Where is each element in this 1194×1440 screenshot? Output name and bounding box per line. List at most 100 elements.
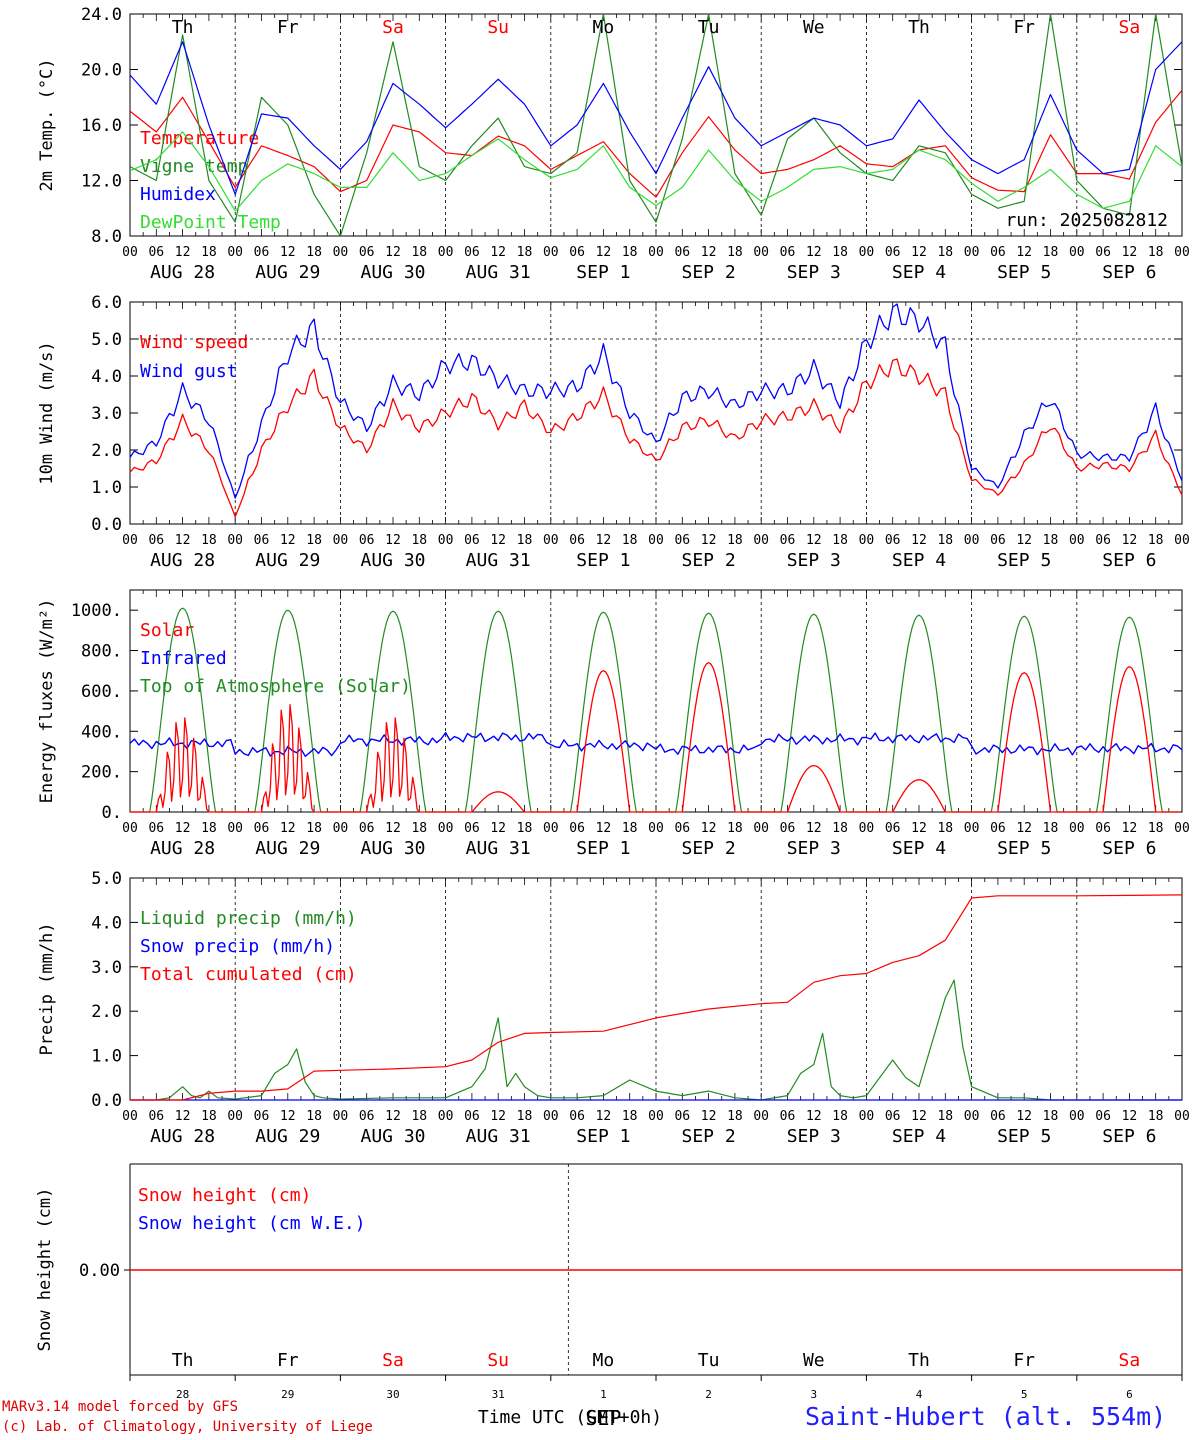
date-label: SEP 2 xyxy=(682,262,736,283)
hour-tick-label: 18 xyxy=(622,533,638,548)
date-label: SEP 3 xyxy=(787,550,841,571)
y-axis-label: 2m Temp. (°C) xyxy=(37,58,57,191)
weekday-label: We xyxy=(803,1350,825,1371)
hour-tick-label: 18 xyxy=(201,1109,217,1124)
hour-tick-label: 06 xyxy=(569,245,585,260)
series-line xyxy=(130,131,1182,212)
hour-tick-label: 00 xyxy=(122,821,138,836)
hour-tick-label: 00 xyxy=(1174,1109,1190,1124)
hour-tick-label: 06 xyxy=(780,1109,796,1124)
hour-tick-label: 00 xyxy=(227,245,243,260)
day-number: 29 xyxy=(281,1388,294,1401)
date-label: AUG 31 xyxy=(466,838,531,859)
weekday-label: Su xyxy=(487,1350,509,1371)
hour-tick-label: 18 xyxy=(832,533,848,548)
hour-tick-label: 12 xyxy=(1016,1109,1032,1124)
y-axis-label: 10m Wind (m/s) xyxy=(37,341,57,484)
run-annotation: run: 2025082812 xyxy=(1005,210,1168,231)
hour-tick-label: 06 xyxy=(674,533,690,548)
hour-tick-label: 12 xyxy=(596,1109,612,1124)
weekday-label: Fr xyxy=(277,1350,299,1371)
date-label: SEP 4 xyxy=(892,1126,946,1147)
date-label: SEP 3 xyxy=(787,838,841,859)
hour-tick-label: 18 xyxy=(411,821,427,836)
hour-tick-label: 06 xyxy=(464,245,480,260)
y-tick-label: 1.0 xyxy=(91,1047,122,1067)
hour-tick-label: 12 xyxy=(701,245,717,260)
hour-tick-label: 18 xyxy=(1148,533,1164,548)
hour-tick-label: 12 xyxy=(175,245,191,260)
weekday-label: Th xyxy=(908,1350,930,1371)
hour-tick-label: 12 xyxy=(385,533,401,548)
hour-tick-label: 12 xyxy=(490,533,506,548)
hour-tick-label: 00 xyxy=(227,533,243,548)
hour-tick-label: 00 xyxy=(333,245,349,260)
hour-tick-label: 00 xyxy=(964,821,980,836)
panel-flux: 0. 200. 400. 600. 800. 1000. Energy fluxes (W/… xyxy=(37,589,1190,859)
hour-tick-label: 06 xyxy=(780,245,796,260)
date-label: SEP 5 xyxy=(997,550,1051,571)
legend-entry: Liquid precip (mm/h) xyxy=(140,908,357,929)
hour-tick-label: 18 xyxy=(411,245,427,260)
hour-tick-label: 12 xyxy=(1122,245,1138,260)
panel-precip: 0.0 1.0 2.0 3.0 4.0 5.0 Precip (mm/h) 00 06 12 18 A… xyxy=(37,869,1190,1147)
hour-tick-label: 06 xyxy=(674,1109,690,1124)
hour-tick-label: 06 xyxy=(359,1109,375,1124)
hour-tick-label: 18 xyxy=(411,533,427,548)
hour-tick-label: 12 xyxy=(911,1109,927,1124)
date-label: SEP 1 xyxy=(576,1126,630,1147)
y-tick-label: 0. xyxy=(102,803,122,823)
series-line xyxy=(130,662,1180,813)
date-label: AUG 28 xyxy=(150,1126,215,1147)
hour-tick-label: 06 xyxy=(569,1109,585,1124)
hour-tick-label: 12 xyxy=(911,245,927,260)
hour-tick-label: 06 xyxy=(464,821,480,836)
hour-tick-label: 00 xyxy=(648,533,664,548)
hour-tick-label: 12 xyxy=(806,533,822,548)
hour-tick-label: 00 xyxy=(543,533,559,548)
hour-tick-label: 12 xyxy=(280,245,296,260)
date-label: SEP 1 xyxy=(576,262,630,283)
date-label: AUG 30 xyxy=(360,550,425,571)
hour-tick-label: 06 xyxy=(990,1109,1006,1124)
hour-tick-label: 06 xyxy=(464,533,480,548)
hour-tick-label: 18 xyxy=(622,1109,638,1124)
hour-tick-label: 06 xyxy=(885,533,901,548)
weekday-label: Tu xyxy=(698,17,720,38)
hour-tick-label: 06 xyxy=(148,245,164,260)
hour-tick-label: 00 xyxy=(438,245,454,260)
hour-tick-label: 18 xyxy=(832,821,848,836)
hour-tick-label: 18 xyxy=(201,533,217,548)
hour-tick-label: 06 xyxy=(780,821,796,836)
hour-tick-label: 06 xyxy=(990,821,1006,836)
date-label: SEP 4 xyxy=(892,262,946,283)
hour-tick-label: 18 xyxy=(306,245,322,260)
hour-tick-label: 00 xyxy=(964,533,980,548)
hour-tick-label: 00 xyxy=(859,1109,875,1124)
hour-tick-label: 06 xyxy=(148,821,164,836)
series-line xyxy=(130,14,1182,236)
hour-tick-label: 12 xyxy=(596,533,612,548)
hour-tick-label: 12 xyxy=(1016,245,1032,260)
date-label: AUG 30 xyxy=(360,1126,425,1147)
date-label: AUG 30 xyxy=(360,838,425,859)
y-tick-label: 2.0 xyxy=(91,441,122,461)
legend-entry: Infrared xyxy=(140,648,227,669)
hour-tick-label: 06 xyxy=(148,533,164,548)
weekday-label: Fr xyxy=(277,17,299,38)
hour-tick-label: 18 xyxy=(727,1109,743,1124)
hour-tick-label: 18 xyxy=(517,821,533,836)
hour-tick-label: 00 xyxy=(1174,821,1190,836)
hour-tick-label: 06 xyxy=(1095,533,1111,548)
hour-tick-label: 06 xyxy=(254,245,270,260)
hour-tick-label: 12 xyxy=(490,821,506,836)
legend-entry: Humidex xyxy=(140,184,216,205)
date-label: AUG 30 xyxy=(360,262,425,283)
legend-entry: Snow precip (mm/h) xyxy=(140,936,335,957)
hour-tick-label: 12 xyxy=(175,1109,191,1124)
weekday-label: Th xyxy=(908,17,930,38)
date-label: SEP 3 xyxy=(787,1126,841,1147)
series-line xyxy=(129,303,1183,499)
hour-tick-label: 00 xyxy=(1174,245,1190,260)
panel-snow: 0.00 Snow height (cm) Snow height (cm) Snow… xyxy=(35,1163,1183,1430)
